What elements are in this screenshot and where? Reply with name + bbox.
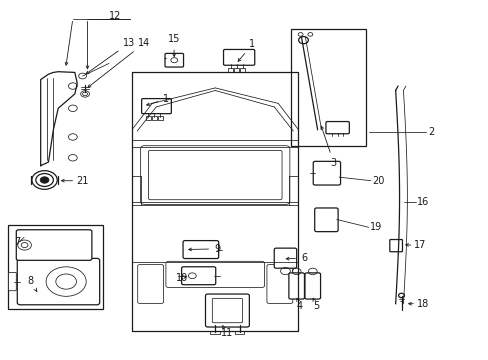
Bar (234, 331, 244, 334)
FancyBboxPatch shape (164, 53, 183, 67)
FancyBboxPatch shape (223, 49, 254, 65)
FancyBboxPatch shape (314, 208, 337, 231)
Text: 9: 9 (188, 244, 220, 254)
FancyBboxPatch shape (325, 122, 348, 134)
FancyBboxPatch shape (142, 99, 171, 114)
Text: 20: 20 (371, 176, 384, 186)
Circle shape (40, 177, 49, 183)
FancyBboxPatch shape (212, 298, 242, 323)
Text: 15: 15 (167, 35, 180, 57)
Text: 11: 11 (221, 326, 233, 338)
Text: 5: 5 (312, 298, 319, 311)
FancyBboxPatch shape (16, 230, 92, 260)
Bar (146, 116, 151, 120)
Text: 1: 1 (238, 40, 255, 61)
FancyBboxPatch shape (17, 258, 100, 305)
Text: 21: 21 (76, 176, 88, 186)
Bar (240, 68, 244, 72)
Text: 12: 12 (109, 11, 121, 21)
FancyBboxPatch shape (148, 150, 282, 200)
FancyBboxPatch shape (305, 273, 320, 299)
FancyBboxPatch shape (288, 273, 304, 299)
Bar (228, 68, 233, 72)
Text: 17: 17 (413, 240, 426, 250)
FancyBboxPatch shape (141, 146, 289, 204)
FancyBboxPatch shape (389, 239, 402, 252)
Text: 19: 19 (369, 222, 381, 232)
FancyBboxPatch shape (8, 273, 16, 291)
Text: 10: 10 (176, 273, 188, 283)
Text: 18: 18 (416, 299, 428, 309)
Text: 13: 13 (86, 38, 135, 74)
Bar (234, 68, 239, 72)
Text: 3: 3 (320, 126, 336, 168)
Text: 16: 16 (416, 197, 428, 207)
Text: 14: 14 (88, 38, 150, 87)
Bar (158, 116, 162, 120)
Text: 1: 1 (146, 94, 169, 105)
FancyBboxPatch shape (313, 161, 340, 185)
FancyBboxPatch shape (138, 265, 163, 303)
Bar (8, 225, 103, 309)
Text: 4: 4 (296, 298, 303, 311)
FancyBboxPatch shape (165, 261, 264, 288)
Bar (210, 331, 220, 334)
Text: 8: 8 (27, 276, 37, 291)
Text: 7: 7 (14, 237, 20, 247)
FancyBboxPatch shape (183, 240, 218, 258)
FancyBboxPatch shape (205, 294, 249, 327)
Bar (290, 30, 366, 146)
FancyBboxPatch shape (266, 265, 292, 303)
Bar (152, 116, 157, 120)
Text: 6: 6 (285, 253, 306, 263)
Text: 2: 2 (427, 127, 434, 136)
FancyBboxPatch shape (274, 248, 296, 268)
FancyBboxPatch shape (181, 267, 215, 285)
